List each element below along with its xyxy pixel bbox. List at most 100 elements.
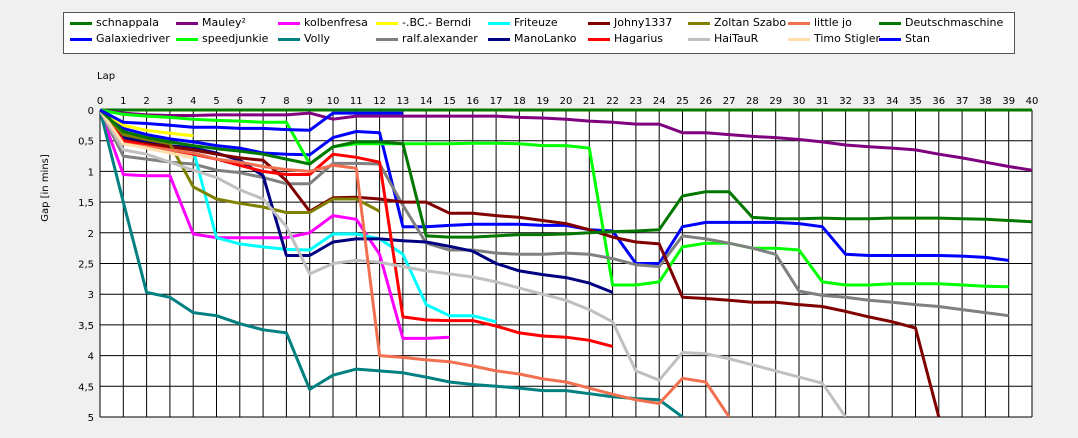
x-tick-label: 27 [723,96,736,107]
x-tick-label: 12 [373,96,386,107]
legend-swatch [588,22,610,25]
y-tick-label: 4 [88,352,94,363]
legend-swatch [176,22,198,25]
y-tick-label: 1,5 [78,198,94,209]
legend-swatch [488,22,510,25]
x-tick-label: 20 [560,96,573,107]
x-tick-label: 3 [167,96,173,107]
x-tick-label: 33 [863,96,876,107]
legend-label: kolbenfresa [304,16,368,29]
x-tick-label: 23 [630,96,643,107]
x-tick-label: 40 [1026,96,1039,107]
series-line-5 [100,109,684,417]
x-tick-label: 36 [932,96,945,107]
y-tick-label: 5 [88,413,94,424]
legend-swatch [879,22,901,25]
legend-label: Galaxiedriver [96,32,170,45]
x-tick-label: 26 [699,96,712,107]
legend-label: Hagarius [614,32,664,45]
legend-swatch [70,38,92,41]
x-tick-label: 15 [443,96,456,107]
x-tick-label: 21 [583,96,596,107]
legend-label: little jo [814,16,852,29]
x-tick-label: 2 [143,96,149,107]
x-tick-label: 22 [606,96,619,107]
x-tick-label: 37 [956,96,969,107]
legend-label: Zoltan Szabo [714,16,787,29]
x-tick-label: 35 [909,96,922,107]
y-tick-label: 1 [88,167,94,178]
x-tick-label: 4 [190,96,196,107]
x-tick-label: 39 [1002,96,1015,107]
y-axis-label: Gap [in mins] [40,154,51,222]
legend-label: HaiTauR [714,32,759,45]
x-tick-label: 13 [397,96,410,107]
x-tick-label: 16 [466,96,479,107]
legend-swatch [278,38,300,41]
x-tick-label: 8 [283,96,289,107]
series-group [100,108,1033,417]
legend-swatch [788,22,810,25]
legend-swatch [376,22,398,25]
legend-swatch [588,38,610,41]
legend-swatch [688,22,710,25]
x-axis-label: Lap [97,71,115,82]
series-line-7 [100,109,1009,318]
y-tick-label: 0,5 [78,137,94,148]
x-tick-label: 7 [260,96,266,107]
x-tick-label: 19 [536,96,549,107]
series-line-13 [100,109,847,417]
series-line-9 [100,109,614,294]
x-tick-label: 34 [886,96,899,107]
x-tick-label: 31 [816,96,829,107]
x-tick-label: 9 [307,96,313,107]
legend-label: Timo Stigler [814,32,881,45]
series-line-6 [100,108,194,138]
series-line-17 [100,108,403,132]
x-tick-label: 14 [420,96,433,107]
x-tick-label: 38 [979,96,992,107]
series-line-2 [100,108,1033,172]
series-line-16 [100,108,1033,239]
series-line-3 [100,108,1009,289]
legend-label: Deutschmaschine [905,16,1004,29]
series-line-4 [100,109,450,340]
legend-label: ralf.alexander [402,32,478,45]
legend-label: Volly [304,32,331,45]
x-tick-label: 28 [746,96,759,107]
legend-label: speedjunkie [202,32,269,45]
y-tick-label: 2 [88,229,94,240]
series-line-15 [100,109,194,160]
x-tick-label: 17 [490,96,503,107]
legend-swatch [488,38,510,41]
x-tick-label: 29 [769,96,782,107]
legend-label: schnappala [96,16,159,29]
series-line-10 [100,109,941,417]
legend-swatch [278,22,300,25]
y-tick-label: 4,5 [78,382,94,393]
y-tick-label: 2,5 [78,260,94,271]
series-line-1 [100,108,1009,265]
legend-swatch [688,38,710,41]
y-tick-label: 3 [88,290,94,301]
chart-legend: schnappala Galaxiedriver Mauley² speedjunki… [63,12,1015,54]
legend-label: Stan [905,32,931,45]
legend-label: Mauley² [202,16,246,29]
x-tick-label: 32 [839,96,852,107]
legend-swatch [176,38,198,41]
x-tick-label: 0 [97,96,103,107]
legend-swatch [376,38,398,41]
legend-label: -.BC.- Berndi [402,16,472,29]
x-tick-label: 5 [213,96,219,107]
legend-swatch [70,22,92,25]
x-tick-label: 11 [350,96,363,107]
x-tick-label: 6 [237,96,243,107]
series-line-14 [100,109,731,417]
legend-label: ManoLanko [514,32,577,45]
y-tick-label: 0 [88,106,94,117]
x-tick-label: 1 [120,96,126,107]
x-tick-label: 18 [513,96,526,107]
x-tick-label: 24 [653,96,666,107]
